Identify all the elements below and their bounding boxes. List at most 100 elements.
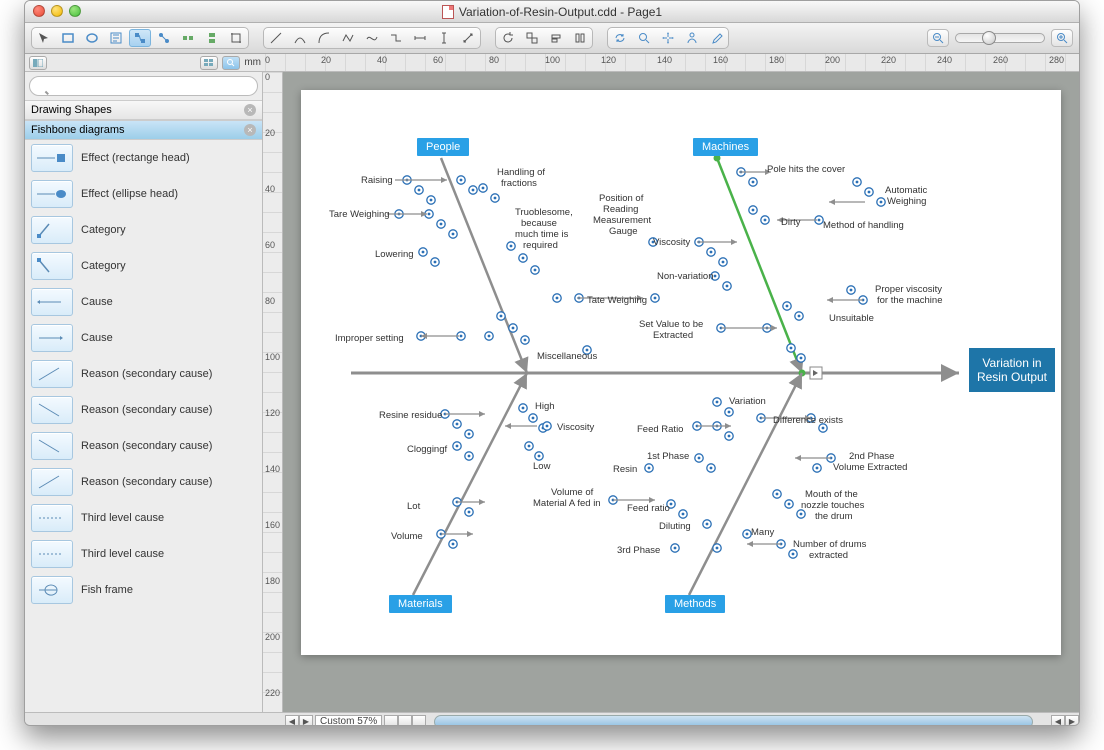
- cause-label: Miscellaneous: [537, 352, 597, 363]
- shape-thumb-icon: [31, 216, 73, 244]
- shape-item[interactable]: Cause: [25, 320, 262, 356]
- split-3[interactable]: [412, 715, 426, 727]
- cause-label: Raising: [361, 176, 393, 187]
- shape-tool-2[interactable]: [201, 29, 223, 47]
- cause-label: Weighing: [887, 197, 926, 208]
- page-prev-button[interactable]: ◀: [285, 715, 299, 727]
- shape-item[interactable]: Reason (secondary cause): [25, 428, 262, 464]
- cause-label: Tare Weighing: [329, 210, 390, 221]
- shape-item[interactable]: Third level cause: [25, 500, 262, 536]
- ruler-unit: mm: [244, 57, 261, 68]
- cause-label: for the machine: [877, 296, 942, 307]
- pointer-tool[interactable]: [33, 29, 55, 47]
- cause-label: Feed ratio: [627, 504, 670, 515]
- ellipse-tool[interactable]: [81, 29, 103, 47]
- rectangle-tool[interactable]: [57, 29, 79, 47]
- main-area: Drawing Shapes×Fishbone diagrams× Effect…: [25, 72, 1079, 712]
- zoom-slider[interactable]: [955, 33, 1045, 43]
- zoom-in-button[interactable]: [1051, 29, 1073, 47]
- window-title-text: Variation-of-Resin-Output.cdd - Page1: [459, 5, 662, 19]
- shape-item[interactable]: Reason (secondary cause): [25, 392, 262, 428]
- cause-label: fractions: [501, 179, 537, 190]
- split-1[interactable]: [384, 715, 398, 727]
- refresh-tool[interactable]: [609, 29, 631, 47]
- line-tool[interactable]: [265, 29, 287, 47]
- eyedropper-tool[interactable]: [705, 29, 727, 47]
- connector-tool[interactable]: [129, 29, 151, 47]
- cause-label: Many: [751, 528, 774, 539]
- cause-label: High: [535, 402, 555, 413]
- shape-item[interactable]: Effect (ellipse head): [25, 176, 262, 212]
- crop-tool[interactable]: [225, 29, 247, 47]
- panel-toggle-2[interactable]: [200, 56, 218, 70]
- dim-tool[interactable]: [457, 29, 479, 47]
- zoom-slider-knob[interactable]: [982, 31, 996, 45]
- cause-label: Resine residue: [379, 411, 442, 422]
- sidebar-section[interactable]: Drawing Shapes×: [25, 100, 262, 120]
- spline-tool[interactable]: [361, 29, 383, 47]
- scroll-left-button[interactable]: ◀: [1051, 715, 1065, 727]
- cause-label: the drum: [815, 512, 853, 523]
- polyline-tool[interactable]: [337, 29, 359, 47]
- curve-tool[interactable]: [289, 29, 311, 47]
- category-box[interactable]: People: [417, 138, 469, 156]
- close-window-button[interactable]: [33, 5, 45, 17]
- zoom-readout[interactable]: Custom 57%: [315, 715, 382, 726]
- shape-search-input[interactable]: [29, 76, 258, 96]
- shape-item[interactable]: Reason (secondary cause): [25, 356, 262, 392]
- shape-item[interactable]: Third level cause: [25, 536, 262, 572]
- shape-thumb-icon: [31, 360, 73, 388]
- cause-label: Diluting: [659, 522, 691, 533]
- shape-thumb-icon: [31, 288, 73, 316]
- pan-tool[interactable]: [657, 29, 679, 47]
- split-2[interactable]: [398, 715, 412, 727]
- node-tool[interactable]: [153, 29, 175, 47]
- sidebar-section[interactable]: Fishbone diagrams×: [25, 120, 262, 140]
- shape-tool[interactable]: [177, 29, 199, 47]
- zoom-out-button[interactable]: [927, 29, 949, 47]
- rotate-tool[interactable]: [497, 29, 519, 47]
- page[interactable]: Variation in Resin Output People Machines…: [301, 90, 1061, 655]
- close-icon[interactable]: ×: [244, 124, 256, 136]
- text-tool[interactable]: [105, 29, 127, 47]
- shape-thumb-icon: [31, 144, 73, 172]
- cause-label: Lot: [407, 502, 420, 513]
- close-icon[interactable]: ×: [244, 104, 256, 116]
- minimize-window-button[interactable]: [51, 5, 63, 17]
- shape-label: Fish frame: [81, 584, 133, 596]
- page-next-button[interactable]: ▶: [299, 715, 313, 727]
- ortho-tool[interactable]: [385, 29, 407, 47]
- dim-v-tool[interactable]: [433, 29, 455, 47]
- group-tool[interactable]: [521, 29, 543, 47]
- shape-label: Effect (ellipse head): [81, 188, 178, 200]
- shape-item[interactable]: Category: [25, 248, 262, 284]
- category-box[interactable]: Materials: [389, 595, 452, 613]
- cause-label: Viscosity: [653, 238, 690, 249]
- shape-label: Reason (secondary cause): [81, 440, 212, 452]
- cause-label: extracted: [809, 551, 848, 562]
- shape-item[interactable]: Cause: [25, 284, 262, 320]
- search-toggle[interactable]: [222, 56, 240, 70]
- align-tool[interactable]: [545, 29, 567, 47]
- panel-toggle-1[interactable]: [29, 56, 47, 70]
- canvas-viewport[interactable]: Variation in Resin Output People Machines…: [283, 72, 1079, 712]
- shape-item[interactable]: Reason (secondary cause): [25, 464, 262, 500]
- arc-tool[interactable]: [313, 29, 335, 47]
- distribute-tool[interactable]: [569, 29, 591, 47]
- scroll-right-button[interactable]: ▶: [1065, 715, 1079, 727]
- cause-label: Non-variation: [657, 272, 714, 283]
- dim-h-tool[interactable]: [409, 29, 431, 47]
- shape-label: Category: [81, 224, 126, 236]
- person-tool[interactable]: [681, 29, 703, 47]
- zoom-tool[interactable]: [633, 29, 655, 47]
- shape-item[interactable]: Effect (rectange head): [25, 140, 262, 176]
- canvas-footer: ◀ ▶ Custom 57% ◀ ▶: [25, 712, 1079, 726]
- category-box[interactable]: Machines: [693, 138, 758, 156]
- shape-item[interactable]: Fish frame: [25, 572, 262, 608]
- shape-thumb-icon: [31, 432, 73, 460]
- horizontal-scrollbar[interactable]: [434, 715, 1033, 727]
- zoom-window-button[interactable]: [69, 5, 81, 17]
- effect-box[interactable]: Variation in Resin Output: [969, 348, 1055, 392]
- category-box[interactable]: Methods: [665, 595, 725, 613]
- shape-item[interactable]: Category: [25, 212, 262, 248]
